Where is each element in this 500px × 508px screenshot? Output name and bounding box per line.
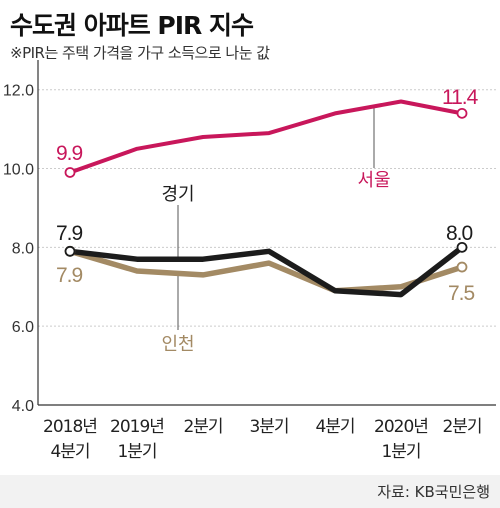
line-chart: 4.0 6.0 8.0 10.0 12.0 2018년 4분기 2019년 1분기 2분기 3분기 4… [3, 60, 496, 462]
source-bar: 자료: KB국민은행 [0, 475, 500, 508]
x-tick-label: 2020년 [374, 417, 428, 437]
x-tick-label: 4분기 [50, 442, 89, 462]
series-name-incheon: 인천 [161, 334, 194, 355]
chart-subtitle: ※PIR는 주택 가격을 가구 소득으로 나눈 값 [10, 44, 270, 62]
x-tick-label: 2분기 [183, 417, 222, 437]
data-point-seoul [64, 167, 76, 178]
series-name-gyeonggi: 경기 [161, 184, 194, 205]
chart-title: 수도권 아파트 PIR 지수 [10, 11, 254, 40]
x-tick-label: 4분기 [315, 417, 354, 437]
data-point-gyeonggi [456, 241, 468, 253]
data-point-gyeonggi [64, 245, 76, 257]
series-markers [64, 107, 468, 273]
data-label-seoul-end: 11.4 [442, 86, 479, 109]
data-label-gyeonggi-start: 7.9 [56, 222, 83, 245]
series-line-seoul [68, 99, 464, 175]
x-tick-label: 2018년 [43, 417, 97, 437]
x-tick-label: 2분기 [442, 417, 481, 437]
source-note: 자료: KB국민은행 [377, 483, 490, 501]
x-tick-label: 2019년 [110, 417, 164, 437]
data-point-seoul [456, 107, 468, 119]
y-tick-label: 12.0 [3, 83, 34, 100]
data-label-gyeonggi-end: 8.0 [446, 222, 473, 245]
data-label-incheon-start: 7.9 [56, 264, 83, 287]
x-tick-label: 3분기 [249, 417, 288, 437]
y-tick-label: 4.0 [12, 398, 34, 415]
x-tick-label: 1분기 [381, 442, 420, 462]
x-tick-label: 1분기 [117, 442, 156, 462]
y-tick-label: 6.0 [12, 319, 34, 336]
label-leaders [177, 107, 375, 330]
axes: 4.0 6.0 8.0 10.0 12.0 2018년 4분기 2019년 1분기 2분기 3분기 4… [3, 60, 496, 462]
y-tick-label: 8.0 [12, 240, 34, 257]
grid-lines [38, 89, 496, 327]
series-line-gyeonggi [67, 244, 465, 298]
series-name-seoul: 서울 [357, 170, 390, 191]
series-line-incheon [67, 248, 465, 294]
series-lines [67, 99, 465, 298]
y-tick-label: 10.0 [3, 162, 34, 179]
data-point-incheon [456, 261, 468, 273]
data-label-seoul-start: 9.9 [56, 142, 83, 165]
data-label-incheon-end: 7.5 [448, 282, 475, 305]
